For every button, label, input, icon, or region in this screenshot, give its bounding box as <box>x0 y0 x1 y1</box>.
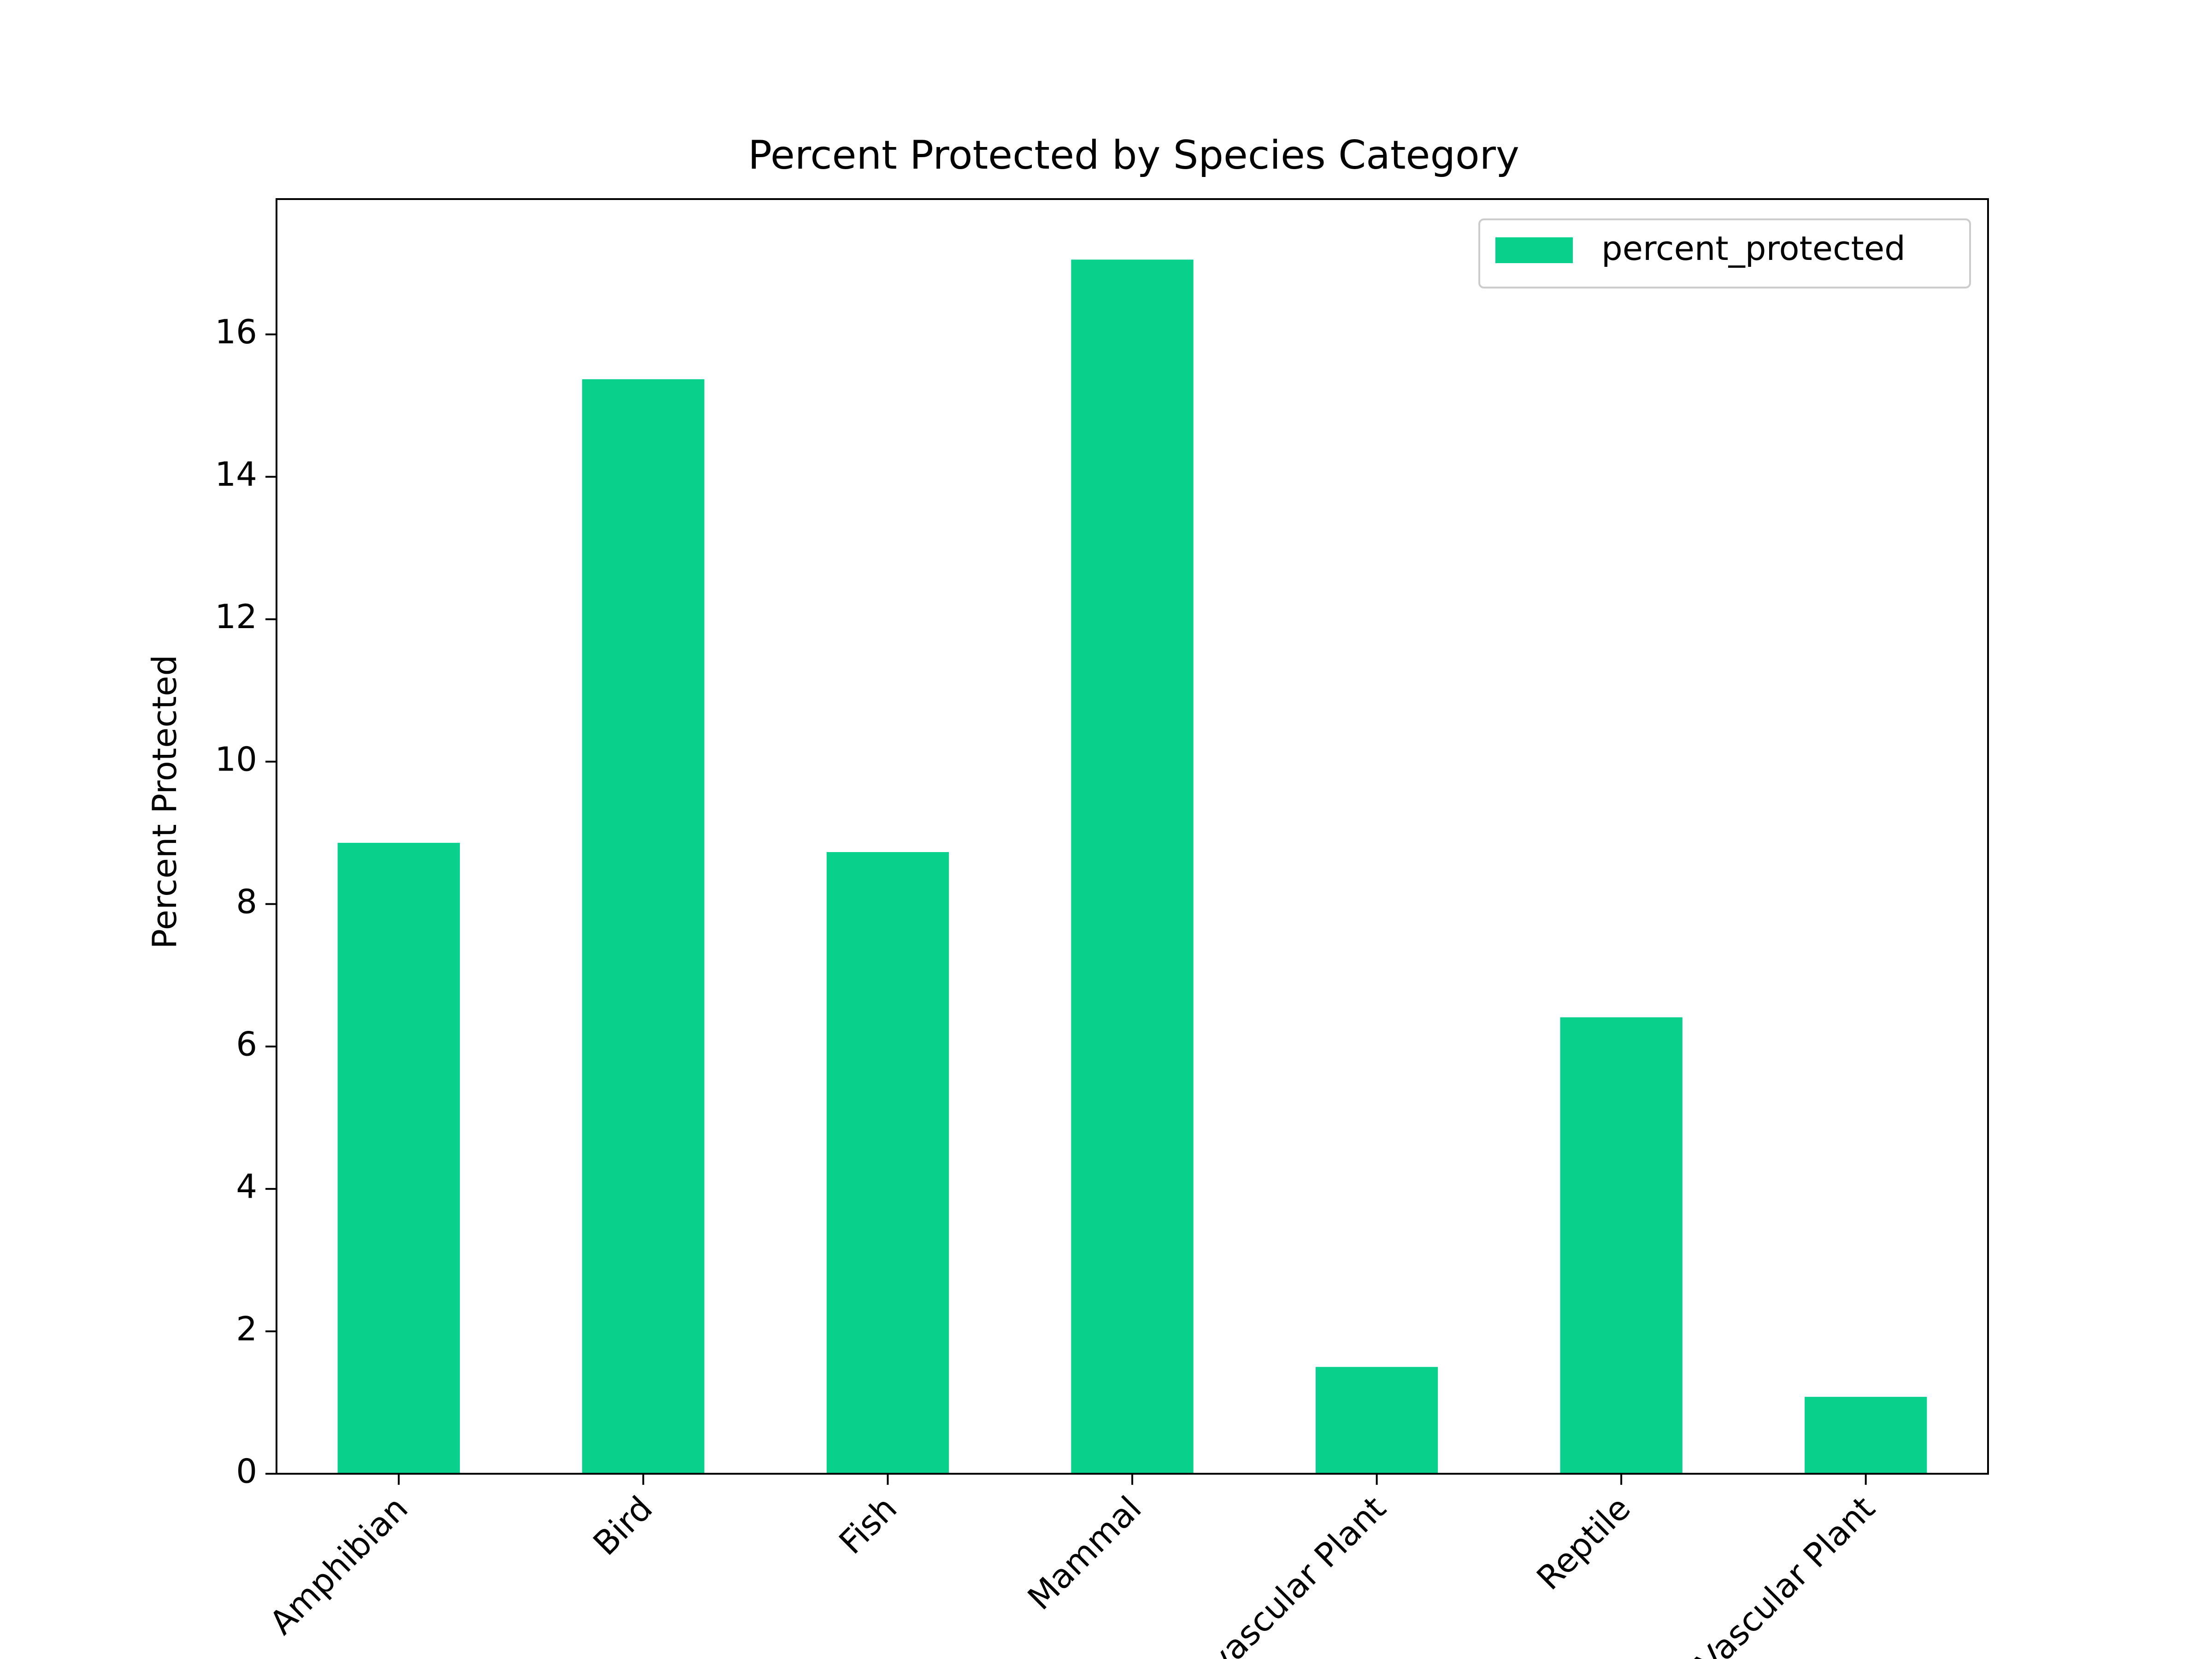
bar-bird <box>582 379 705 1474</box>
x-tick-label: Mammal <box>1020 1488 1149 1617</box>
y-tick-label: 8 <box>236 882 257 921</box>
x-tick-label: Reptile <box>1529 1488 1638 1597</box>
y-tick-label: 14 <box>215 455 257 494</box>
bar-fish <box>826 852 949 1474</box>
y-tick-label: 6 <box>236 1024 257 1063</box>
y-tick-label: 2 <box>236 1309 257 1348</box>
x-tick-label: Vascular Plant <box>1689 1488 1883 1659</box>
legend-swatch <box>1495 237 1573 263</box>
y-axis-label: Percent Protected <box>145 655 184 949</box>
bar-nonvascular-plant <box>1315 1367 1438 1474</box>
plot-frame <box>276 198 1989 1475</box>
x-tick-label: Fish <box>831 1488 904 1561</box>
bar-reptile <box>1560 1017 1683 1474</box>
x-tick-label: Amphibian <box>262 1488 415 1641</box>
y-tick-label: 16 <box>215 312 257 351</box>
chart-title: Percent Protected by Species Category <box>748 132 1519 178</box>
y-axis-ticks: 0 2 4 6 8 10 12 14 16 <box>215 312 276 1491</box>
x-tick-label: Nonvascular Plant <box>1154 1488 1394 1659</box>
legend-label: percent_protected <box>1601 229 1906 268</box>
legend-box <box>1478 218 1971 288</box>
legend: percent_protected <box>1478 218 1971 288</box>
x-axis-ticks: Amphibian Bird Fish Mammal Nonvascular Plant… <box>262 1474 1883 1659</box>
x-tick-label: Bird <box>586 1488 660 1563</box>
bars-layer <box>337 259 1927 1474</box>
y-tick-label: 12 <box>215 597 257 636</box>
y-tick-label: 0 <box>236 1452 257 1491</box>
bar-mammal <box>1071 259 1194 1474</box>
bar-vascular-plant <box>1805 1397 1927 1474</box>
bar-amphibian <box>337 842 460 1474</box>
y-tick-label: 4 <box>236 1167 257 1206</box>
y-tick-label: 10 <box>215 740 257 778</box>
